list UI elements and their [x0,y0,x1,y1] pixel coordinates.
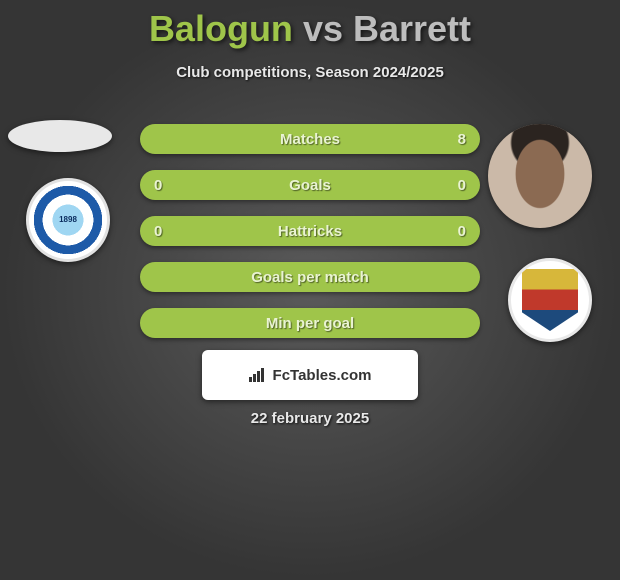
title-player-2: Barrett [353,8,471,49]
title-vs: vs [303,8,343,49]
avatar-face-placeholder [488,124,592,228]
stat-label: Hattricks [278,223,342,240]
stat-label: Min per goal [266,315,354,332]
comparison-card: Balogun vs Barrett Club competitions, Se… [0,0,620,580]
stat-right-value: 8 [458,131,466,148]
stat-left-value: 0 [154,223,162,240]
stat-row: Goals per match [140,262,480,292]
stat-row: Matches 8 [140,124,480,154]
title-player-1: Balogun [149,8,293,49]
page-title: Balogun vs Barrett [0,0,620,50]
snapshot-date: 22 february 2025 [251,410,369,427]
crest-shield-icon [522,269,578,331]
bar-chart-icon [249,368,267,382]
stat-row: Min per goal [140,308,480,338]
stat-right-value: 0 [458,223,466,240]
stat-label: Matches [280,131,340,148]
stat-label: Goals per match [251,269,369,286]
stat-label: Goals [289,177,331,194]
avatar-player-1 [8,120,112,152]
crest-year: 1898 [59,216,77,224]
stat-left-value: 0 [154,177,162,194]
stat-row: 0 Hattricks 0 [140,216,480,246]
stats-column: Matches 8 0 Goals 0 0 Hattricks 0 Goals … [140,124,480,354]
brand-text: FcTables.com [273,367,372,384]
brand-badge: FcTables.com [202,350,418,400]
stat-row: 0 Goals 0 [140,170,480,200]
avatar-player-2 [488,124,592,228]
subtitle: Club competitions, Season 2024/2025 [0,64,620,81]
club-crest-player-2 [508,258,592,342]
club-crest-player-1: 1898 [26,178,110,262]
stat-right-value: 0 [458,177,466,194]
